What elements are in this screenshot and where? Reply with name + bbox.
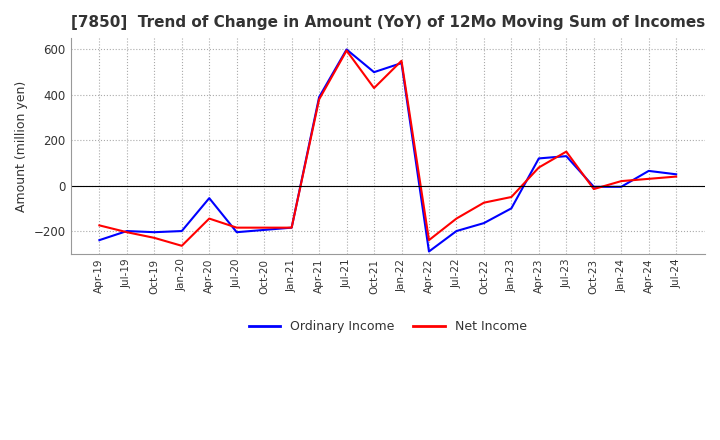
Net Income <box>205 216 214 221</box>
Ordinary Income <box>617 184 626 190</box>
Ordinary Income <box>287 225 296 230</box>
Legend: Ordinary Income, Net Income: Ordinary Income, Net Income <box>244 315 531 338</box>
Net Income <box>672 174 680 179</box>
Ordinary Income <box>425 249 433 254</box>
Ordinary Income <box>452 228 461 234</box>
Net Income <box>590 187 598 192</box>
Ordinary Income <box>205 195 214 201</box>
Net Income <box>562 149 571 154</box>
Ordinary Income <box>480 220 488 226</box>
Net Income <box>95 223 104 228</box>
Net Income <box>177 243 186 249</box>
Title: [7850]  Trend of Change in Amount (YoY) of 12Mo Moving Sum of Incomes: [7850] Trend of Change in Amount (YoY) o… <box>71 15 705 30</box>
Net Income <box>534 165 543 170</box>
Line: Net Income: Net Income <box>99 51 676 246</box>
Ordinary Income <box>260 227 269 233</box>
Ordinary Income <box>397 60 406 66</box>
Ordinary Income <box>590 184 598 190</box>
Ordinary Income <box>369 70 378 75</box>
Ordinary Income <box>342 47 351 52</box>
Net Income <box>150 235 158 241</box>
Net Income <box>369 85 378 91</box>
Net Income <box>617 179 626 184</box>
Ordinary Income <box>177 228 186 234</box>
Ordinary Income <box>150 230 158 235</box>
Net Income <box>342 48 351 53</box>
Net Income <box>122 230 131 235</box>
Ordinary Income <box>122 228 131 234</box>
Net Income <box>507 194 516 200</box>
Y-axis label: Amount (million yen): Amount (million yen) <box>15 81 28 212</box>
Ordinary Income <box>644 168 653 173</box>
Net Income <box>287 225 296 230</box>
Ordinary Income <box>672 172 680 177</box>
Ordinary Income <box>233 230 241 235</box>
Net Income <box>397 58 406 63</box>
Net Income <box>425 238 433 243</box>
Ordinary Income <box>562 154 571 159</box>
Net Income <box>644 176 653 181</box>
Ordinary Income <box>95 238 104 243</box>
Net Income <box>480 200 488 205</box>
Ordinary Income <box>315 95 323 100</box>
Net Income <box>452 216 461 221</box>
Ordinary Income <box>534 156 543 161</box>
Ordinary Income <box>507 206 516 211</box>
Line: Ordinary Income: Ordinary Income <box>99 49 676 252</box>
Net Income <box>233 225 241 230</box>
Net Income <box>315 97 323 102</box>
Net Income <box>260 225 269 230</box>
